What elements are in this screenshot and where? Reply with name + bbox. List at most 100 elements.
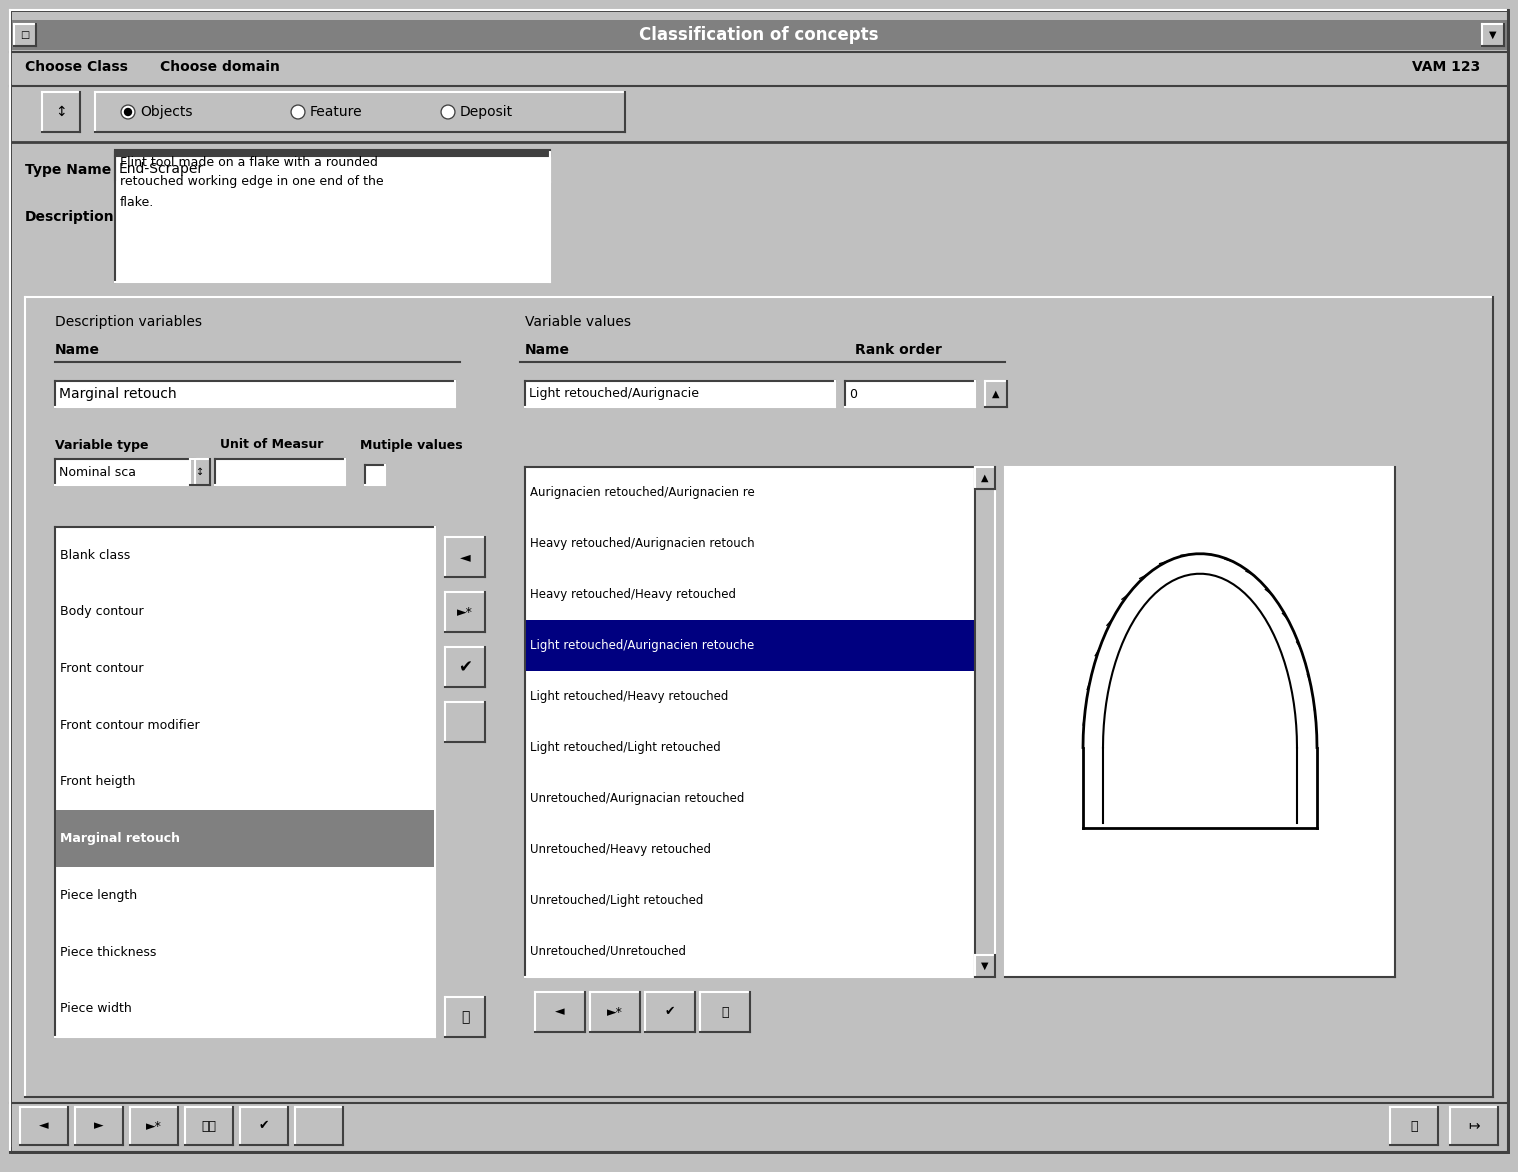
Bar [525, 466, 975, 977]
Text: Piece length: Piece length [61, 888, 137, 901]
Text: Aurignacien retouched/Aurignacien re: Aurignacien retouched/Aurignacien re [530, 486, 754, 499]
Circle shape [121, 105, 135, 120]
Bar [364, 465, 386, 485]
Bar [294, 1108, 343, 1145]
Text: ◄: ◄ [556, 1006, 565, 1018]
Text: ▲: ▲ [981, 473, 988, 483]
Text: □: □ [20, 30, 30, 40]
Text: ◄: ◄ [39, 1119, 49, 1132]
Bar [975, 955, 994, 977]
Bar [55, 459, 194, 485]
Text: Rank order: Rank order [855, 343, 941, 357]
Bar [591, 992, 641, 1033]
Bar [525, 381, 835, 407]
Bar [190, 459, 209, 485]
Bar [846, 381, 975, 407]
Text: retouched working edge in one end of the: retouched working edge in one end of the [120, 176, 384, 189]
Text: Marginal retouch: Marginal retouch [59, 387, 176, 401]
Text: Description: Description [24, 210, 115, 224]
Bar [1450, 1108, 1498, 1145]
Text: Name: Name [55, 343, 100, 357]
Text: Unretouched/Heavy retouched: Unretouched/Heavy retouched [530, 843, 710, 856]
Bar [185, 1108, 232, 1145]
Text: Front contour modifier: Front contour modifier [61, 718, 200, 731]
Text: Unretouched/Light retouched: Unretouched/Light retouched [530, 894, 703, 907]
Text: Name: Name [525, 343, 569, 357]
Text: ↦: ↦ [1468, 1119, 1480, 1133]
Text: ►*: ►* [607, 1006, 622, 1018]
Bar [11, 20, 1507, 50]
Text: ▼: ▼ [1489, 30, 1497, 40]
Bar [55, 527, 436, 1037]
Bar [700, 992, 750, 1033]
Text: Objects: Objects [140, 105, 193, 120]
Bar [445, 592, 484, 632]
Text: Unit of Measur: Unit of Measur [220, 438, 323, 451]
Bar [96, 91, 625, 132]
Bar [975, 466, 994, 489]
Bar [56, 810, 434, 867]
Bar [74, 1108, 123, 1145]
Text: ✔: ✔ [665, 1006, 676, 1018]
Bar [131, 1108, 178, 1145]
Text: ►: ► [94, 1119, 103, 1132]
Text: Nominal sca: Nominal sca [59, 465, 137, 478]
Bar [1482, 23, 1504, 46]
Bar [445, 537, 484, 577]
Text: Description variables: Description variables [55, 315, 202, 329]
Bar [445, 702, 484, 742]
Text: Body contour: Body contour [61, 606, 144, 619]
Bar [24, 297, 1494, 1097]
Text: Flint tool made on a flake with a rounded: Flint tool made on a flake with a rounde… [120, 156, 378, 169]
Text: 🗑: 🗑 [721, 1006, 729, 1018]
Text: ►*: ►* [146, 1119, 162, 1132]
Bar [445, 997, 484, 1037]
Bar [1005, 466, 1395, 977]
Text: ▼: ▼ [981, 961, 988, 970]
Bar [645, 992, 695, 1033]
Text: flake.: flake. [120, 196, 155, 209]
Text: 0: 0 [849, 388, 858, 401]
Bar [11, 50, 1507, 84]
Bar [14, 23, 36, 46]
Text: 🗑: 🗑 [1410, 1119, 1418, 1132]
Text: Choose Class: Choose Class [24, 60, 128, 74]
Text: Unretouched/Unretouched: Unretouched/Unretouched [530, 945, 686, 958]
Bar [527, 620, 975, 672]
Bar [55, 381, 455, 407]
Text: Light retouched/Aurignacien retouche: Light retouched/Aurignacien retouche [530, 639, 754, 652]
Text: ►*: ►* [457, 606, 474, 619]
Text: ▲: ▲ [993, 389, 1000, 398]
Text: 🔍🔍: 🔍🔍 [202, 1119, 217, 1132]
Circle shape [124, 109, 132, 116]
Text: Piece thickness: Piece thickness [61, 946, 156, 959]
Text: Heavy retouched/Aurignacien retouch: Heavy retouched/Aurignacien retouch [530, 537, 754, 550]
Text: VAM 123: VAM 123 [1412, 60, 1480, 74]
Text: Light retouched/Heavy retouched: Light retouched/Heavy retouched [530, 690, 729, 703]
Text: Variable values: Variable values [525, 315, 631, 329]
Bar [445, 647, 484, 687]
Bar [11, 1103, 1507, 1147]
Text: Classification of concepts: Classification of concepts [639, 26, 879, 45]
Bar [115, 156, 550, 182]
Text: Mutiple values: Mutiple values [360, 438, 463, 451]
Text: ↕: ↕ [196, 466, 203, 477]
Text: Light retouched/Light retouched: Light retouched/Light retouched [530, 741, 721, 754]
Text: ↕: ↕ [55, 105, 67, 120]
Bar [534, 992, 584, 1033]
Text: 🗑: 🗑 [461, 1010, 469, 1024]
Text: ✔: ✔ [258, 1119, 269, 1132]
Text: Piece width: Piece width [61, 1002, 132, 1015]
Text: Deposit: Deposit [460, 105, 513, 120]
Bar [115, 152, 550, 282]
Bar [985, 381, 1006, 407]
Text: Unretouched/Aurignacian retouched: Unretouched/Aurignacian retouched [530, 792, 744, 805]
Text: ◄: ◄ [460, 550, 471, 564]
Bar [240, 1108, 288, 1145]
Text: Feature: Feature [310, 105, 363, 120]
Text: Front heigth: Front heigth [61, 776, 135, 789]
Circle shape [442, 105, 455, 120]
Bar [216, 459, 345, 485]
Text: Heavy retouched/Heavy retouched: Heavy retouched/Heavy retouched [530, 588, 736, 601]
Bar [975, 466, 994, 977]
